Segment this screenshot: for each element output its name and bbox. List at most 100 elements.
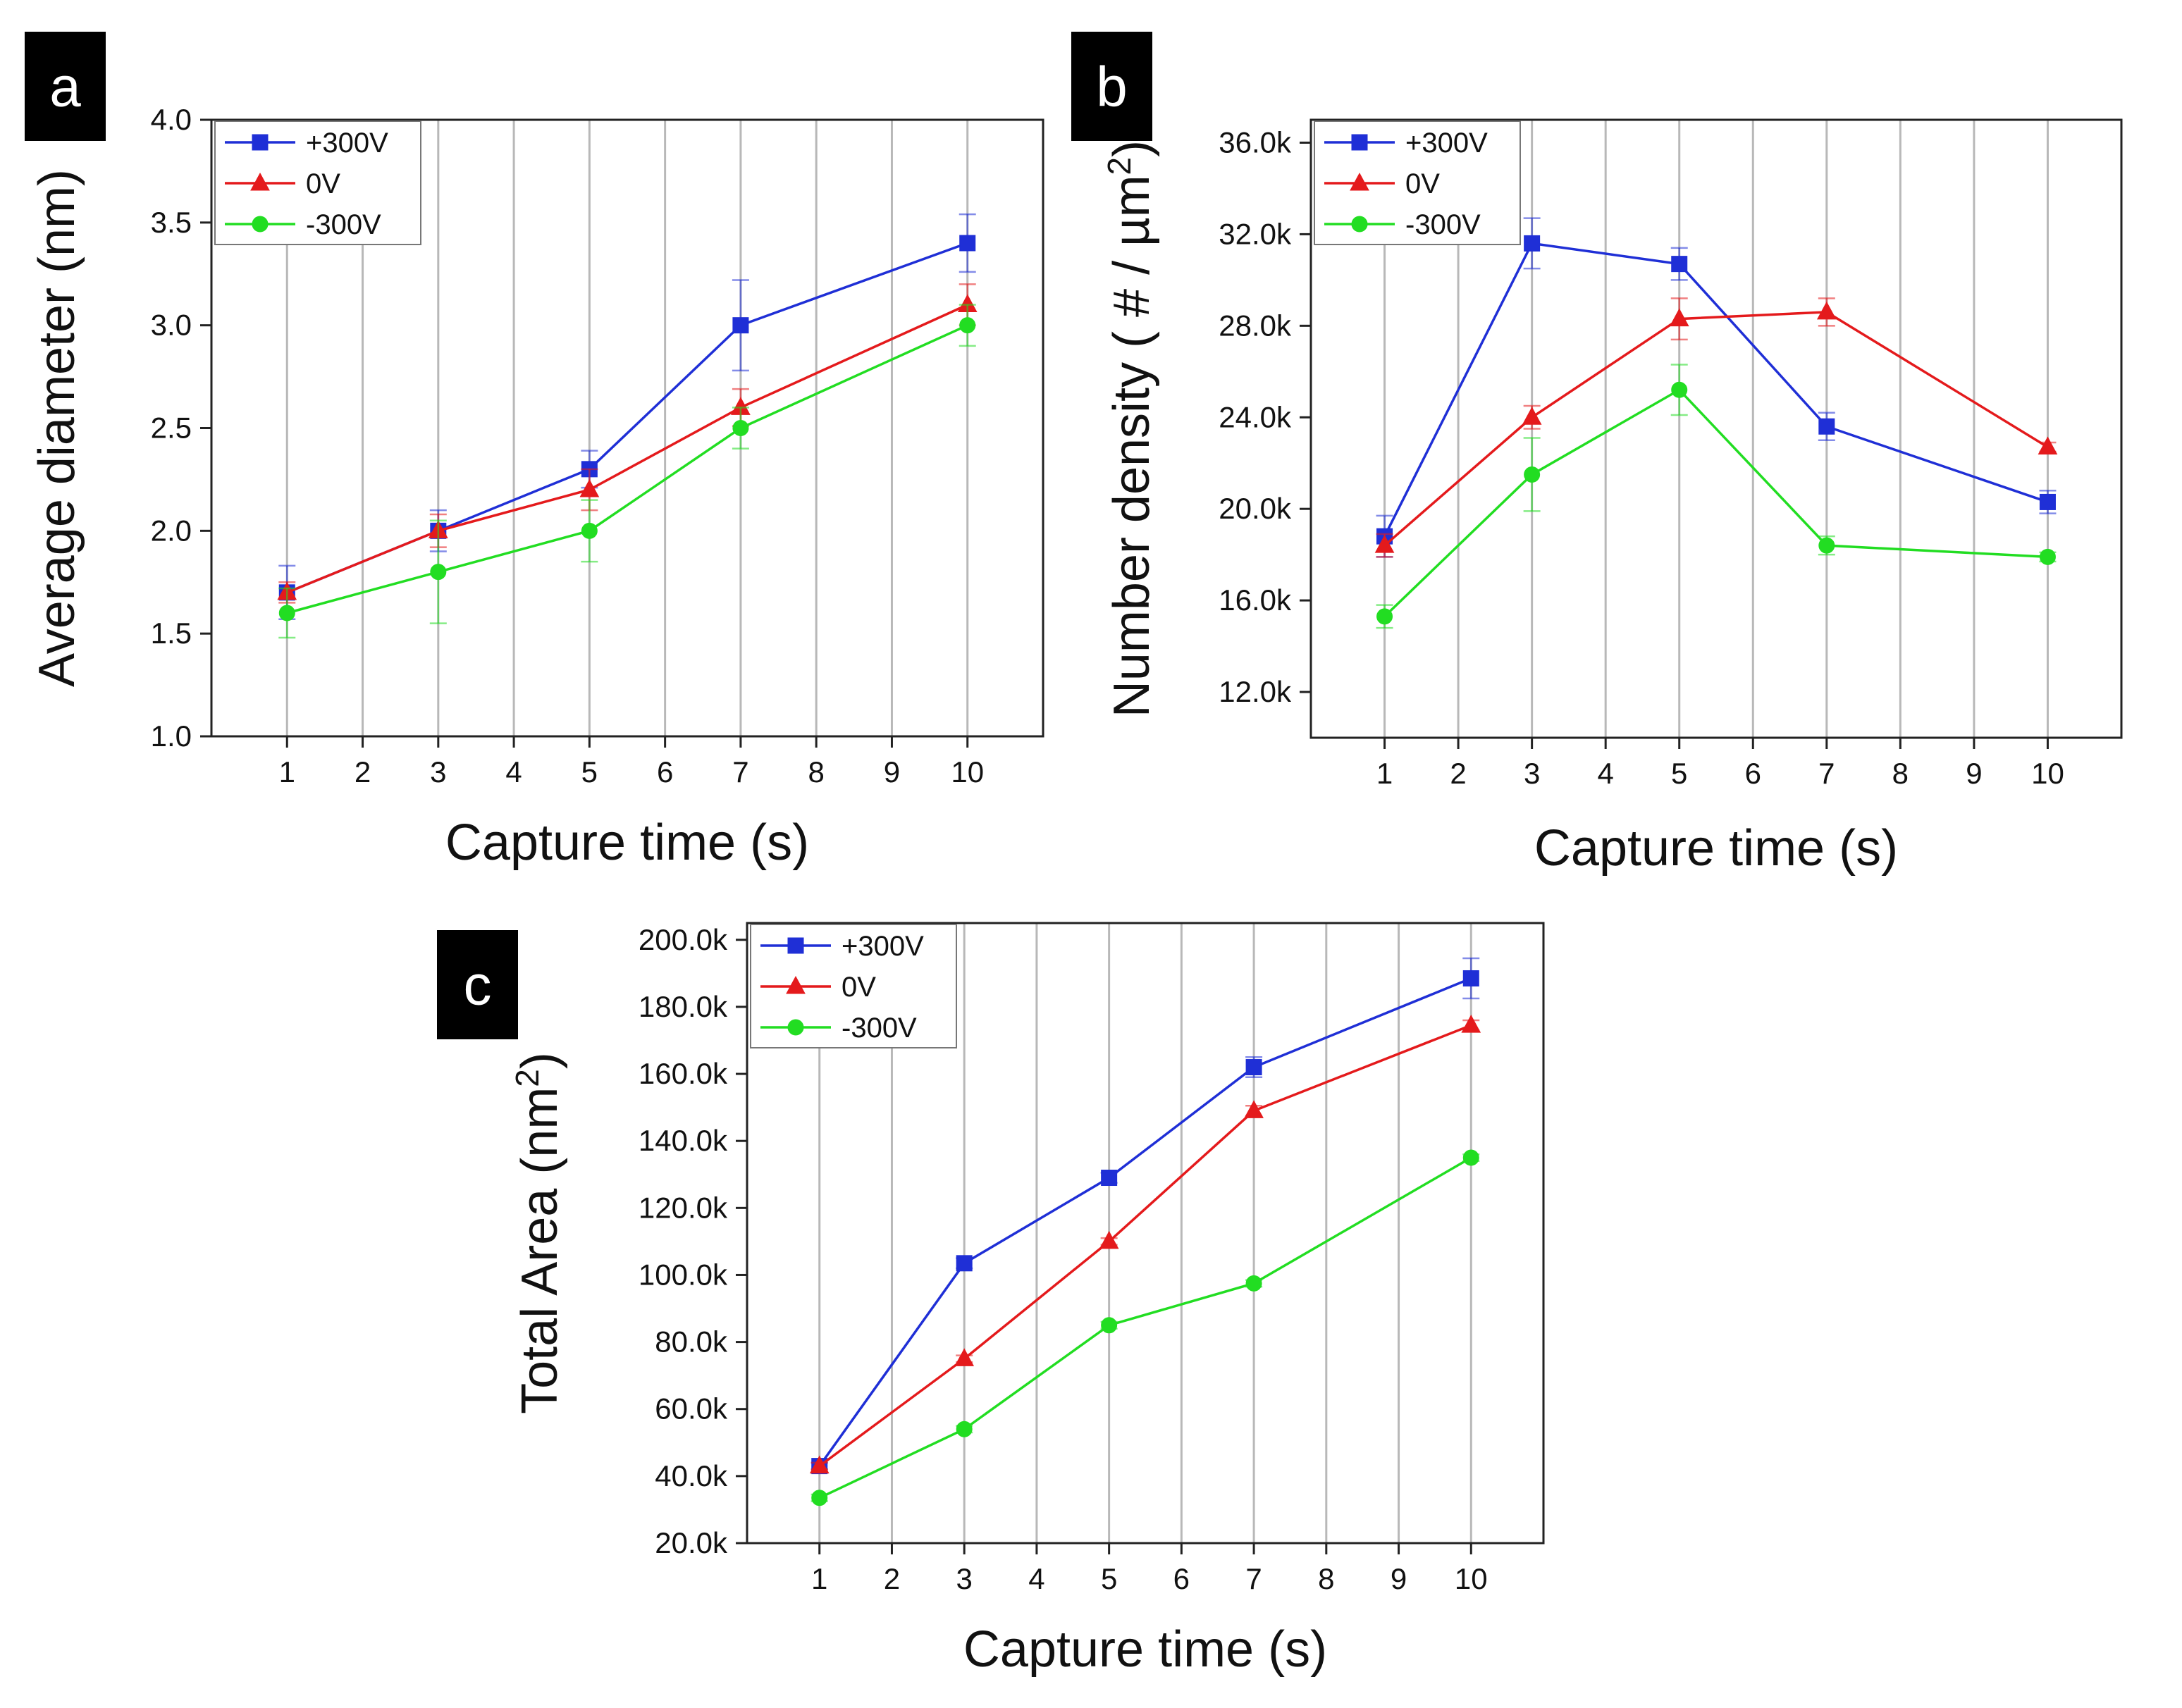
panel-label: b bbox=[1096, 56, 1128, 118]
y-tick-label: 160.0k bbox=[639, 1057, 728, 1090]
x-tick-label: 10 bbox=[951, 755, 984, 788]
legend-label: -300V bbox=[842, 1013, 917, 1044]
y-tick-label: 20.0k bbox=[655, 1526, 728, 1559]
series-+300V bbox=[278, 213, 976, 620]
data-point bbox=[732, 317, 749, 334]
y-tick-label: 1.5 bbox=[151, 617, 192, 650]
x-tick-label: 4 bbox=[1028, 1562, 1044, 1595]
legend-marker bbox=[252, 216, 269, 233]
x-tick-label: 6 bbox=[1173, 1562, 1190, 1595]
data-point bbox=[581, 522, 598, 539]
x-tick-label: 3 bbox=[1524, 757, 1540, 790]
data-point bbox=[809, 1455, 830, 1474]
data-point bbox=[732, 420, 749, 436]
data-point bbox=[1374, 535, 1395, 553]
data-point bbox=[1101, 1170, 1118, 1187]
data-point bbox=[1818, 418, 1835, 435]
x-tick-label: 8 bbox=[808, 755, 825, 788]
y-tick-label: 120.0k bbox=[639, 1191, 728, 1224]
y-tick-label: 20.0k bbox=[1219, 492, 1292, 525]
legend-label: 0V bbox=[1405, 168, 1440, 199]
x-tick-label: 8 bbox=[1892, 757, 1909, 790]
legend-marker bbox=[1351, 216, 1368, 233]
x-tick-label: 7 bbox=[732, 755, 748, 788]
data-point bbox=[430, 564, 447, 581]
y-tick-label: 36.0k bbox=[1219, 125, 1292, 159]
x-tick-label: 5 bbox=[581, 755, 598, 788]
chart-panel-b: 1 2 3 4 5 6 7 8 9 10 12.0k 16.0k 20.0k 24.0k 28.0k 32.0… bbox=[1071, 32, 2123, 877]
legend-marker bbox=[1351, 134, 1368, 151]
legend: +300V 0V -300V bbox=[750, 924, 957, 1048]
y-tick-label: 60.0k bbox=[655, 1392, 728, 1425]
y-tick-label: 100.0k bbox=[639, 1258, 728, 1291]
x-tick-label: 1 bbox=[811, 1562, 827, 1595]
x-tick-label: 10 bbox=[1455, 1562, 1488, 1595]
data-point bbox=[1101, 1317, 1118, 1334]
data-point bbox=[1524, 235, 1541, 252]
x-tick-label: 8 bbox=[1318, 1562, 1334, 1595]
legend-label: +300V bbox=[306, 128, 388, 159]
legend-label: 0V bbox=[842, 972, 876, 1003]
x-tick-label: 9 bbox=[1391, 1562, 1407, 1595]
y-tick-label: 28.0k bbox=[1219, 309, 1292, 342]
x-tick-label: 2 bbox=[355, 755, 371, 788]
x-tick-label: 6 bbox=[657, 755, 673, 788]
y-axis-title: Number density ( # / µm2) bbox=[1101, 140, 1160, 717]
x-tick-label: 4 bbox=[1598, 757, 1614, 790]
data-point bbox=[1245, 1059, 1262, 1076]
data-point bbox=[579, 478, 600, 497]
x-axis-title: Capture time (s) bbox=[963, 1621, 1327, 1678]
x-tick-label: 5 bbox=[1671, 757, 1687, 790]
legend-label: +300V bbox=[1405, 128, 1488, 159]
y-tick-label: 3.5 bbox=[151, 206, 192, 239]
legend-marker bbox=[252, 134, 269, 151]
legend: +300V 0V -300V bbox=[214, 120, 421, 245]
series--300V bbox=[278, 304, 976, 639]
x-tick-label: 1 bbox=[279, 755, 295, 788]
data-point bbox=[1245, 1275, 1262, 1292]
y-tick-label: 16.0k bbox=[1219, 583, 1292, 617]
x-tick-label: 1 bbox=[1376, 757, 1393, 790]
x-tick-label: 2 bbox=[1450, 757, 1466, 790]
series-line bbox=[1383, 242, 2049, 537]
x-tick-label: 5 bbox=[1101, 1562, 1117, 1595]
y-tick-label: 1.0 bbox=[151, 719, 192, 753]
y-tick-label: 2.0 bbox=[151, 514, 192, 547]
legend-marker bbox=[1350, 172, 1369, 191]
data-point bbox=[1244, 1100, 1264, 1118]
panel-label: c bbox=[464, 954, 492, 1017]
data-point bbox=[1524, 466, 1541, 483]
data-point bbox=[956, 1421, 973, 1437]
panel-label-box bbox=[25, 32, 106, 141]
data-point bbox=[959, 235, 976, 252]
x-axis-title: Capture time (s) bbox=[445, 815, 809, 871]
y-tick-label: 12.0k bbox=[1219, 675, 1292, 708]
legend-label: 0V bbox=[306, 168, 340, 199]
panel-label-box bbox=[437, 930, 518, 1039]
data-point bbox=[811, 1490, 828, 1506]
data-point bbox=[2039, 548, 2056, 565]
x-tick-label: 9 bbox=[884, 755, 900, 788]
data-point bbox=[954, 1348, 975, 1366]
y-tick-label: 140.0k bbox=[639, 1124, 728, 1157]
data-point bbox=[956, 1255, 973, 1272]
legend-marker bbox=[787, 937, 804, 954]
legend-label: -300V bbox=[1405, 209, 1481, 240]
y-tick-label: 40.0k bbox=[655, 1459, 728, 1492]
chart-panel-c: 1 2 3 4 5 6 7 8 9 10 20.0k 40.0k 60.0k 80.0k 100.0k 120… bbox=[437, 922, 1545, 1678]
series-line bbox=[818, 1024, 1472, 1468]
series-line bbox=[286, 303, 968, 594]
data-point bbox=[1816, 301, 1837, 320]
series-+300V bbox=[1376, 217, 2057, 558]
data-point bbox=[278, 605, 295, 621]
x-tick-label: 3 bbox=[430, 755, 446, 788]
x-tick-label: 4 bbox=[505, 755, 522, 788]
series--300V bbox=[810, 1149, 1480, 1506]
y-tick-label: 80.0k bbox=[655, 1325, 728, 1359]
y-tick-label: 3.0 bbox=[151, 309, 192, 342]
data-point bbox=[1522, 407, 1542, 425]
data-point bbox=[1671, 256, 1688, 273]
series-0V bbox=[277, 283, 978, 604]
data-point bbox=[1669, 308, 1689, 327]
